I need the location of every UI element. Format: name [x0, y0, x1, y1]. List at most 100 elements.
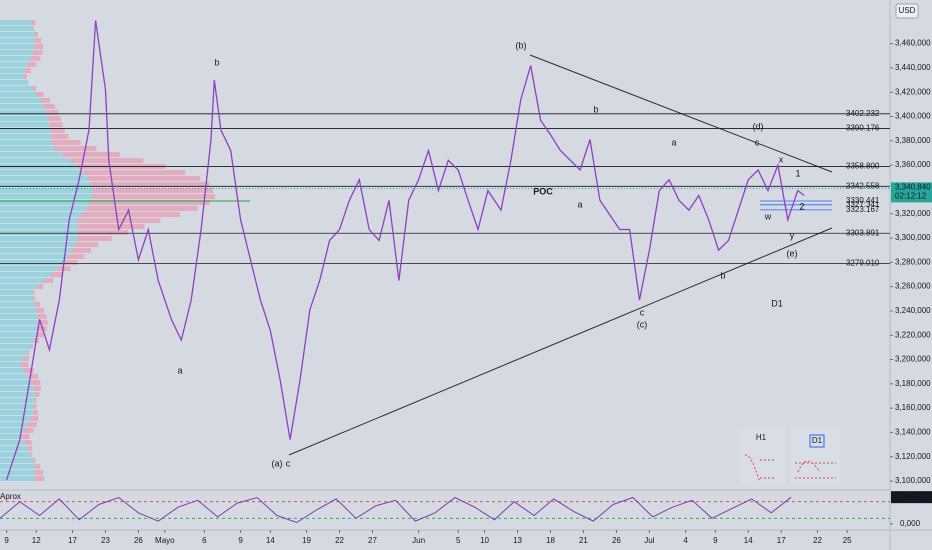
profile-bar [0, 464, 35, 469]
x-tick-label: 21 [579, 536, 588, 545]
wave-label: c [640, 307, 645, 317]
x-tick-label: 18 [546, 536, 555, 545]
profile-bar [0, 44, 35, 49]
profile-bar [0, 392, 35, 397]
profile-bar [0, 152, 63, 157]
profile-bar [0, 410, 33, 415]
osc-badge [891, 491, 932, 504]
profile-bar [27, 446, 33, 451]
y-tick-label: 3,260,000 [895, 282, 931, 291]
y-tick-label: 3,160,000 [895, 403, 931, 412]
profile-bar [0, 386, 34, 391]
profile-bar [0, 50, 33, 55]
profile-bar [0, 350, 28, 355]
y-tick-label: 3,100,000 [895, 476, 931, 485]
profile-bar [36, 308, 45, 313]
currency-box[interactable] [895, 3, 919, 19]
y-tick-label: 3,380,000 [895, 136, 931, 145]
profile-bar [0, 290, 33, 295]
profile-bar [24, 440, 32, 445]
profile-bar [27, 62, 37, 67]
profile-bar [0, 128, 51, 133]
x-tick-label: 9 [238, 536, 243, 545]
profile-bar [0, 74, 24, 79]
level-label: 3279.010 [846, 259, 880, 268]
profile-bar [0, 398, 36, 403]
wave-label: x [779, 154, 784, 164]
profile-bar [0, 320, 38, 325]
profile-bar [34, 392, 40, 397]
profile-bar [0, 224, 78, 229]
wave-label: c [755, 137, 760, 147]
level-label: 3402.232 [846, 109, 880, 118]
currency: USD [899, 6, 916, 15]
profile-bar [68, 254, 85, 259]
price-axis [890, 0, 932, 550]
profile-bar [77, 224, 145, 229]
profile-bar [0, 314, 38, 319]
profile-bar [37, 284, 44, 289]
profile-bar [31, 20, 36, 25]
level-label: 3342.558 [846, 181, 880, 190]
profile-bar [0, 302, 36, 307]
price-line [5, 20, 805, 481]
x-tick-label: 22 [335, 536, 344, 545]
profile-bar [0, 20, 32, 25]
x-tick-label: 27 [368, 536, 377, 545]
y-tick-label: 3,460,000 [895, 39, 931, 48]
profile-bar [88, 176, 201, 181]
profile-bar [35, 38, 42, 43]
x-tick-label: 12 [32, 536, 41, 545]
x-tick-label: 5 [456, 536, 461, 545]
profile-bar [34, 464, 41, 469]
profile-bar [57, 266, 71, 271]
level-label: 3330.441 [846, 196, 880, 205]
x-tick-label: 14 [266, 536, 275, 545]
volume-profile [0, 20, 215, 481]
profile-bar [34, 470, 44, 475]
osc-line [0, 496, 792, 524]
profile-bar [0, 248, 73, 253]
wave-label: (c) [637, 319, 648, 329]
x-tick-label: 9 [713, 536, 718, 545]
profile-bar [51, 134, 69, 139]
x-tick-label: 10 [480, 536, 489, 545]
inset-label: H1 [756, 433, 767, 442]
x-tick-label: Mayo [155, 536, 175, 545]
profile-bar [0, 272, 51, 277]
profile-bar [34, 44, 44, 49]
profile-bar [0, 422, 28, 427]
x-tick-label: Jun [412, 536, 425, 545]
inset-h1-sketch [744, 454, 775, 483]
profile-bar [0, 110, 47, 115]
y-tick-label: 3,200,000 [895, 355, 931, 364]
last-price-label: 3,340,840 [895, 183, 931, 192]
profile-bar [0, 188, 93, 193]
profile-bar [0, 116, 49, 121]
profile-bar [89, 200, 210, 205]
profile-bar [31, 344, 33, 349]
profile-bar [0, 26, 34, 31]
y-tick-label: 3,300,000 [895, 233, 931, 242]
profile-bar [72, 248, 92, 253]
profile-bar [0, 56, 31, 61]
profile-bar [0, 86, 33, 91]
x-tick-label: 6 [202, 536, 207, 545]
level-label: 3358.800 [846, 162, 880, 171]
profile-bar [50, 272, 63, 277]
wave-label: b [214, 57, 219, 67]
profile-bar [0, 344, 32, 349]
profile-bar [0, 284, 38, 289]
profile-bar [37, 314, 47, 319]
profile-bar [30, 452, 32, 457]
profile-bar [35, 398, 37, 403]
profile-bar [0, 92, 37, 97]
profile-bar [28, 374, 39, 379]
wave-label: a [671, 137, 676, 147]
profile-bar [0, 440, 25, 445]
profile-bar [33, 458, 36, 463]
inset-d1 [790, 428, 840, 486]
profile-bar [0, 362, 21, 367]
x-tick-label: 9 [4, 536, 9, 545]
profile-bar [34, 32, 39, 37]
